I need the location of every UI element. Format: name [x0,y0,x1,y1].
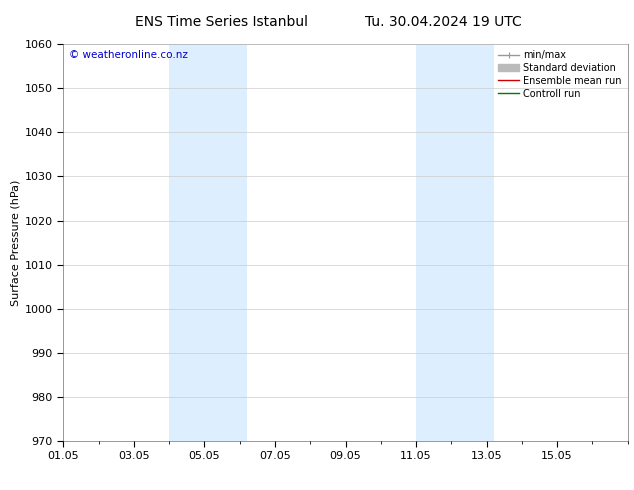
Text: © weatheronline.co.nz: © weatheronline.co.nz [69,50,188,60]
Legend: min/max, Standard deviation, Ensemble mean run, Controll run: min/max, Standard deviation, Ensemble me… [494,46,626,102]
Bar [416,44,494,441]
Text: ENS Time Series Istanbul: ENS Time Series Istanbul [136,15,308,29]
Text: Tu. 30.04.2024 19 UTC: Tu. 30.04.2024 19 UTC [365,15,522,29]
Y-axis label: Surface Pressure (hPa): Surface Pressure (hPa) [11,179,21,306]
Bar [169,44,247,441]
